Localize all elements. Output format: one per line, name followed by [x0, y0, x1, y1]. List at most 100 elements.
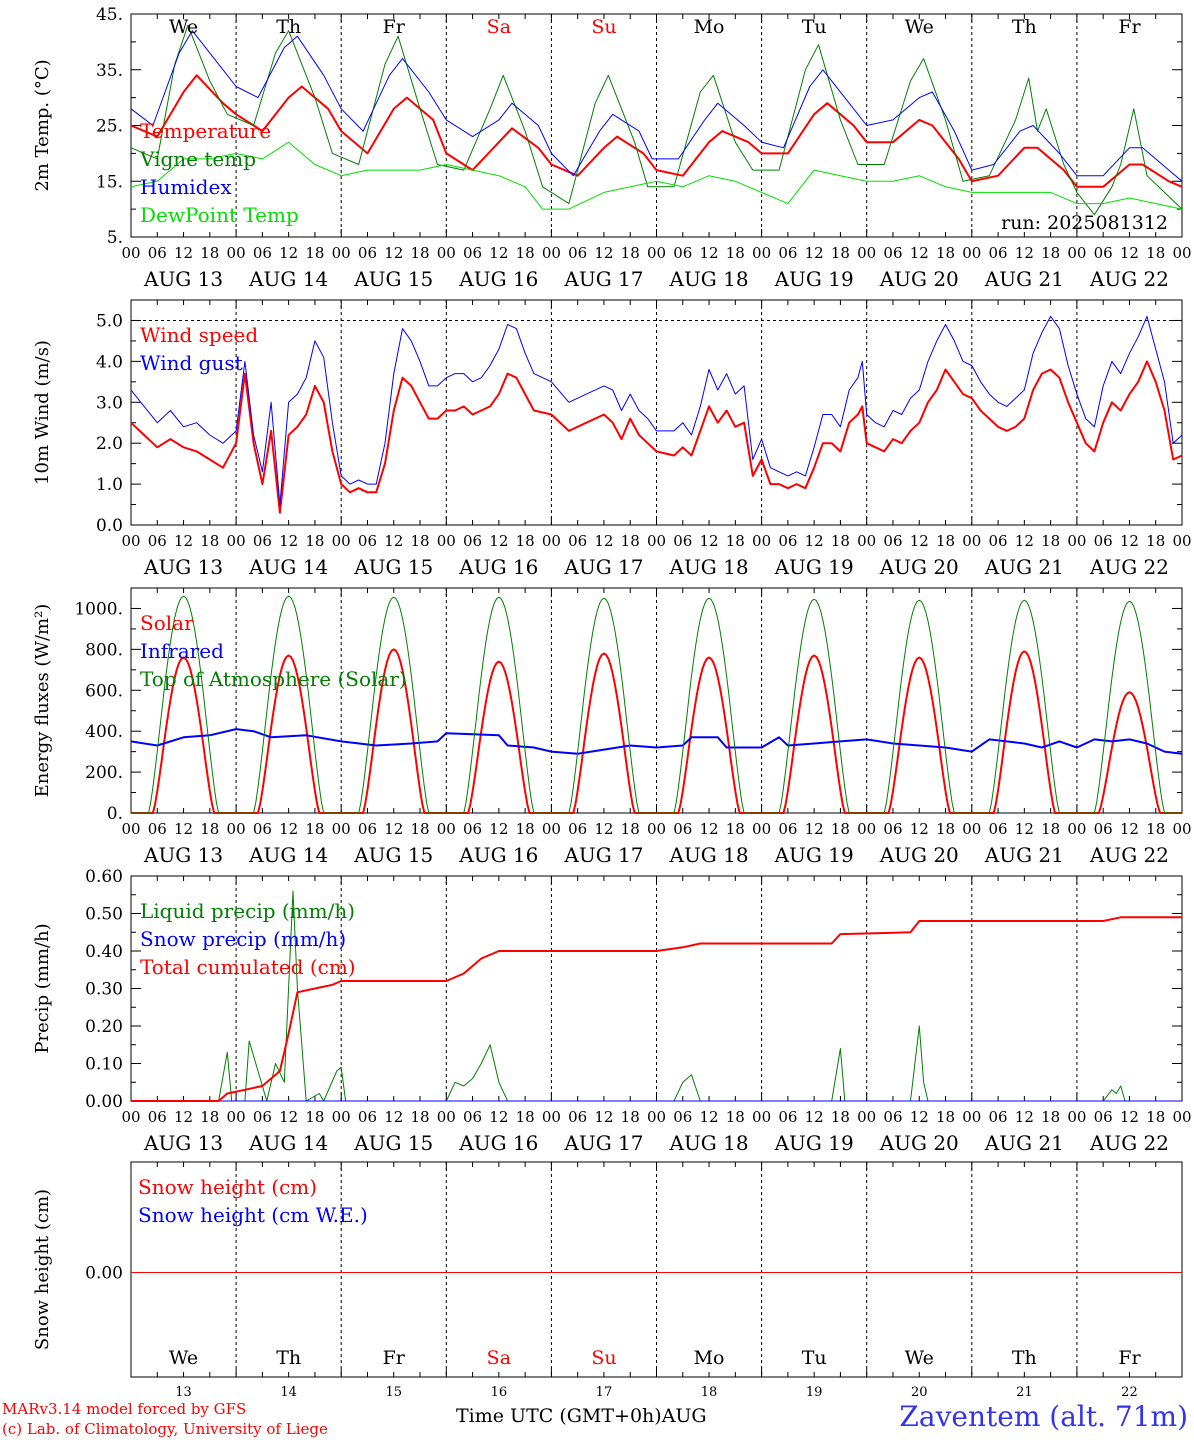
- date-label: AUG 15: [353, 555, 433, 579]
- hour-tick-label: 00: [1172, 820, 1191, 838]
- y-tick-label: 0.00: [85, 1264, 123, 1284]
- hour-tick-label: 00: [1067, 532, 1086, 550]
- hour-tick-label: 00: [1067, 820, 1086, 838]
- date-label: AUG 17: [563, 843, 643, 867]
- date-label: AUG 15: [353, 267, 433, 291]
- hour-tick-label: 12: [594, 1108, 613, 1126]
- date-label: AUG 18: [669, 843, 749, 867]
- hour-tick-label: 06: [673, 1108, 692, 1126]
- hour-tick-label: 12: [805, 820, 824, 838]
- series-line-humidex: [130, 30, 1183, 182]
- series-line-total-cumulated-cm: [131, 916, 1182, 1102]
- hour-tick-label: 12: [910, 820, 929, 838]
- day-name: We: [169, 1347, 198, 1369]
- hour-tick-label: 18: [831, 532, 850, 550]
- hour-tick-label: 06: [253, 1108, 272, 1126]
- y-tick-label: 400.: [85, 722, 123, 742]
- hour-tick-label: 00: [647, 820, 666, 838]
- hour-tick-label: 12: [1120, 1108, 1139, 1126]
- run-label: run: 2025081312: [1001, 212, 1168, 234]
- date-label: AUG 21: [984, 1131, 1064, 1155]
- hour-tick-label: 00: [647, 244, 666, 262]
- hour-tick-label: 00: [857, 820, 876, 838]
- hour-tick-label: 06: [358, 244, 377, 262]
- day-name: Mo: [694, 16, 725, 38]
- hour-tick-label: 00: [227, 244, 246, 262]
- series-line-wind-gust: [130, 315, 1183, 505]
- day-name: Su: [591, 16, 616, 38]
- hour-tick-label: 00: [1172, 1108, 1191, 1126]
- hour-tick-label: 12: [489, 244, 508, 262]
- hour-tick-label: 00: [752, 532, 771, 550]
- hour-tick-label: 00: [962, 532, 981, 550]
- hour-tick-label: 06: [358, 820, 377, 838]
- hour-tick-label: 18: [1146, 244, 1165, 262]
- hour-tick-label: 00: [121, 820, 140, 838]
- y-tick-label: 25.: [96, 117, 123, 137]
- y-axis-label: 2m Temp. (°C): [32, 59, 53, 191]
- hour-tick-label: 06: [778, 244, 797, 262]
- hour-tick-label: 00: [227, 1108, 246, 1126]
- hour-tick-label: 18: [831, 820, 850, 838]
- y-axis-label: Snow height (cm): [32, 1189, 53, 1350]
- date-label: AUG 13: [143, 267, 223, 291]
- hour-tick-label: 18: [1041, 532, 1060, 550]
- panel-frame: [130, 299, 1183, 526]
- y-tick-label: 800.: [85, 640, 123, 660]
- day-name: Su: [591, 1347, 616, 1369]
- hour-tick-label: 12: [489, 820, 508, 838]
- hour-tick-label: 18: [831, 1108, 850, 1126]
- date-label: AUG 20: [879, 267, 959, 291]
- date-label: AUG 19: [774, 555, 854, 579]
- hour-tick-label: 18: [200, 244, 219, 262]
- hour-tick-label: 06: [1094, 820, 1113, 838]
- hour-tick-label: 00: [121, 1108, 140, 1126]
- date-label: AUG 21: [984, 843, 1064, 867]
- hour-tick-label: 06: [883, 1108, 902, 1126]
- hour-tick-label: 06: [358, 532, 377, 550]
- hour-tick-label: 18: [200, 1108, 219, 1126]
- y-tick-label: 200.: [85, 763, 123, 783]
- y-tick-label: 0.40: [85, 942, 123, 962]
- hour-tick-label: 18: [410, 244, 429, 262]
- day-number: 13: [175, 1385, 192, 1400]
- hour-tick-label: 00: [1067, 1108, 1086, 1126]
- hour-tick-label: 00: [752, 820, 771, 838]
- date-label: AUG 19: [774, 843, 854, 867]
- date-label: AUG 21: [984, 555, 1064, 579]
- hour-tick-label: 06: [778, 820, 797, 838]
- hour-tick-label: 00: [752, 1108, 771, 1126]
- day-name: Fr: [383, 1347, 406, 1369]
- hour-tick-label: 00: [962, 244, 981, 262]
- hour-tick-label: 06: [883, 244, 902, 262]
- station-name: Zaventem (alt. 71m): [899, 1400, 1188, 1433]
- date-label: AUG 22: [1089, 267, 1169, 291]
- hour-tick-label: 18: [200, 820, 219, 838]
- hour-tick-label: 18: [621, 532, 640, 550]
- hour-tick-label: 12: [1015, 244, 1034, 262]
- y-tick-label: 0.50: [85, 905, 123, 925]
- legend-entry: Snow height (cm): [138, 1175, 317, 1199]
- hour-tick-label: 00: [542, 1108, 561, 1126]
- day-name: Sa: [487, 16, 511, 38]
- hour-tick-label: 06: [568, 820, 587, 838]
- y-tick-label: 3.0: [96, 393, 123, 413]
- hour-tick-label: 00: [437, 532, 456, 550]
- hour-tick-label: 18: [200, 532, 219, 550]
- y-tick-label: 5.: [107, 228, 123, 248]
- hour-tick-label: 12: [1120, 244, 1139, 262]
- hour-tick-label: 12: [594, 820, 613, 838]
- hour-tick-label: 18: [305, 244, 324, 262]
- hour-tick-label: 06: [1094, 244, 1113, 262]
- legend-entry: Vigne temp: [139, 147, 256, 171]
- date-label: AUG 14: [248, 267, 328, 291]
- date-label: AUG 18: [669, 555, 749, 579]
- hour-tick-label: 12: [700, 532, 719, 550]
- hour-tick-label: 00: [1172, 244, 1191, 262]
- y-axis-label: Energy fluxes (W/m²): [32, 604, 53, 798]
- date-label: AUG 15: [353, 843, 433, 867]
- date-label: AUG 22: [1089, 843, 1169, 867]
- date-label: AUG 16: [458, 843, 538, 867]
- hour-tick-label: 00: [227, 532, 246, 550]
- hour-tick-label: 12: [174, 1108, 193, 1126]
